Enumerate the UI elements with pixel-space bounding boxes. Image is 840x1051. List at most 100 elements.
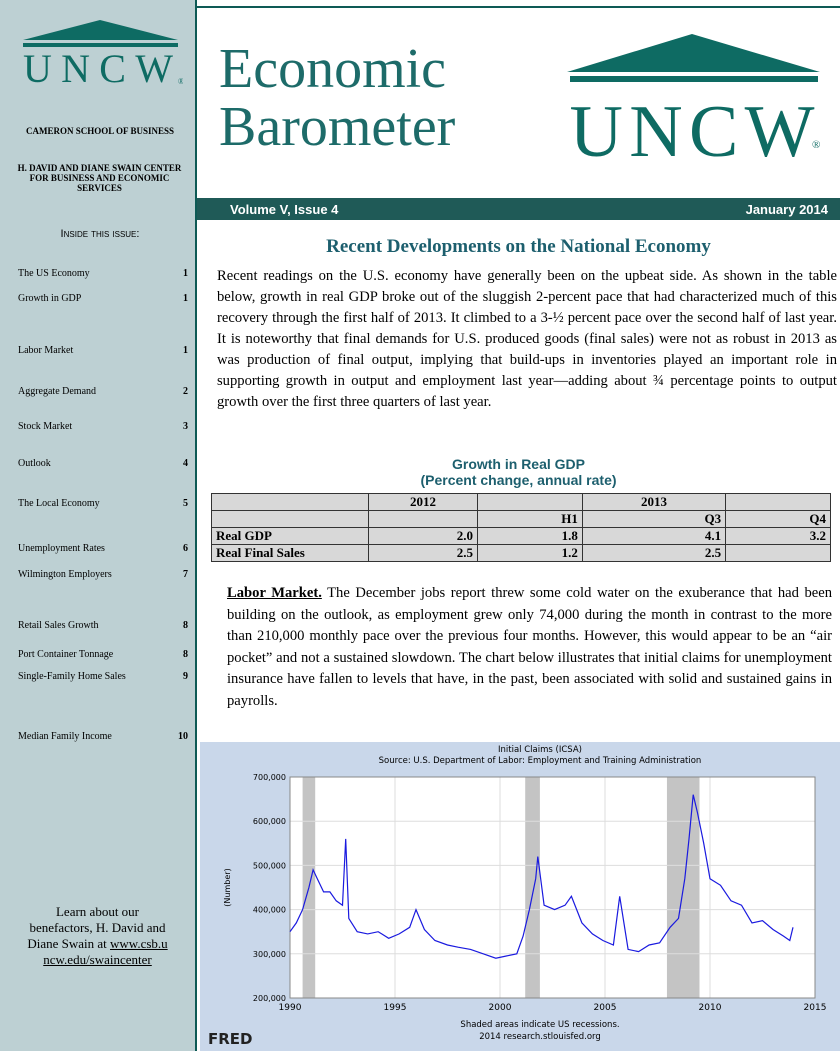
plot-frame (289, 776, 816, 999)
toc-page: 1 (183, 293, 188, 304)
row-label: Real Final Sales (211, 544, 369, 562)
chart-subtitle: Source: U.S. Department of Labor: Employ… (379, 756, 702, 766)
toc-item: Unemployment Rates 6 (18, 543, 188, 554)
x-tick-label: 1995 (384, 1003, 407, 1013)
table-title-text: Growth in Real GDP (451, 456, 585, 472)
link[interactable]: www.csb.uncw.edu/swaincenter (43, 936, 168, 967)
cell: 2.5 (368, 544, 478, 562)
issue-band: Volume V, Issue 4 January 2014 (197, 198, 840, 220)
paragraph: Labor Market. The December jobs report t… (227, 583, 832, 712)
toc-title: The US Economy (18, 268, 90, 279)
toc-title: Growth in GDP (18, 293, 82, 304)
cell (725, 544, 831, 562)
toc-page: 9 (183, 671, 188, 682)
cell: 4.1 (581, 527, 727, 545)
divider (195, 0, 197, 1051)
center: H. DAVID AND DIANE SWAIN CENTER FOR BUSI… (17, 163, 182, 193)
toc-title: Outlook (18, 458, 51, 469)
toc-item: Stock Market 3 (18, 421, 188, 432)
paragraph: Recent readings on the U.S. economy have… (217, 268, 837, 410)
inside-label: Inside this issue: (60, 228, 140, 240)
toc-title: Wilmington Employers (18, 569, 112, 580)
table-title: Growth in Real GDP (Percent change, annua… (197, 456, 840, 488)
cell (211, 510, 369, 528)
title: Economic Barometer (219, 40, 455, 156)
toc-item: Aggregate Demand 2 (18, 386, 188, 397)
logo-mark: ® (178, 77, 183, 86)
cell: 1.8 (477, 527, 583, 545)
toc-title: Labor Market (18, 345, 74, 356)
x-tick-label: 1990 (279, 1003, 302, 1013)
cell: 2.0 (368, 527, 478, 545)
table-row: Real Final Sales 2.5 1.2 2.5 (211, 544, 831, 562)
toc-page: 5 (183, 498, 188, 509)
header-logo: UNCW ® (567, 34, 820, 165)
toc-page: 2 (183, 386, 188, 397)
toc-item: Wilmington Employers 7 (18, 569, 188, 580)
credit: 2014 research.stlouisfed.org (479, 1032, 601, 1042)
sidebar-logo: UNCW ® (23, 20, 183, 91)
gdp-table: 2012 2013 H1 Q3 Q4 Real GDP 2.0 1.8 4.1 3.2 Real… (211, 493, 831, 562)
toc-page: 8 (183, 620, 188, 631)
volume: Volume V, Issue 4 (230, 202, 339, 217)
logo-mark: ® (812, 139, 820, 151)
toc-title: Median Family Income (18, 731, 112, 742)
benefactor: Learn about our benefactors, H. David an… (25, 904, 170, 968)
heading: Recent Developments on the National Econ… (326, 236, 711, 257)
toc-item: Labor Market 1 (18, 345, 188, 356)
x-tick-label: 2000 (489, 1003, 512, 1013)
toc-item: Outlook 4 (18, 458, 188, 469)
toc-item: The Local Economy 5 (18, 498, 188, 509)
toc-title: Port Container Tonnage (18, 649, 114, 660)
sidebar: UNCW ® CAMERON SCHOOL OF BUSINESS H. DAV… (0, 0, 195, 1051)
toc-item: Growth in GDP 1 (18, 293, 188, 304)
table-row: H1 Q3 Q4 (211, 510, 831, 528)
cell (211, 493, 369, 511)
cell: 2012 (368, 493, 478, 511)
benefactor-text: Learn about our benefactors, H. David an… (27, 904, 166, 951)
date: January 2014 (745, 202, 828, 217)
toc-page: 6 (183, 543, 188, 554)
title-line: Barometer (219, 96, 456, 158)
lead: Labor Market. (227, 585, 322, 601)
toc-item: The US Economy 1 (18, 268, 188, 279)
y-tick-label: 400,000 (253, 906, 286, 915)
table-subtitle: (Percent change, annual rate) (420, 472, 617, 488)
note: Shaded areas indicate US recessions. (460, 1020, 619, 1030)
y-tick-label: 500,000 (253, 861, 286, 870)
row-label: Real GDP (211, 527, 369, 545)
x-tick-label: 2015 (804, 1003, 827, 1013)
logo-bar (570, 76, 818, 82)
x-tick-label: 2010 (699, 1003, 722, 1013)
toc-item: Median Family Income 10 (18, 731, 188, 742)
school: CAMERON SCHOOL OF BUSINESS (26, 126, 174, 136)
cell: 3.2 (725, 527, 831, 545)
fred-logo: FRED (208, 1030, 253, 1048)
cell: 2013 (581, 493, 727, 511)
line (289, 794, 794, 959)
x-tick-label: 2005 (594, 1003, 617, 1013)
cell: 1.2 (477, 544, 583, 562)
y-tick-label: 600,000 (253, 817, 286, 826)
main: Economic Barometer UNCW ® Volume V, Issue… (197, 0, 840, 1051)
table-row: 2012 2013 (211, 493, 831, 511)
toc-title: Retail Sales Growth (18, 620, 99, 631)
logo-bar (23, 43, 178, 47)
cell (477, 493, 583, 511)
toc-title: Unemployment Rates (18, 543, 105, 554)
toc-title: The Local Economy (18, 498, 100, 509)
y-label: (Number) (223, 868, 232, 906)
y-tick-label: 300,000 (253, 950, 286, 959)
cell: 2.5 (581, 544, 727, 562)
toc-title: Aggregate Demand (18, 386, 97, 397)
toc-page: 4 (183, 458, 188, 469)
title-line: Economic (219, 38, 447, 100)
logo-text: UNCW (570, 91, 815, 165)
toc-page: 1 (183, 345, 188, 356)
cell (725, 493, 831, 511)
chart: 200,000 300,000 400,000 500,000 600,000 700,0… (200, 742, 840, 1051)
toc-page: 3 (183, 421, 188, 432)
y-tick-label: 200,000 (253, 994, 286, 1003)
table-row: Real GDP 2.0 1.8 4.1 3.2 (211, 527, 831, 545)
toc-page: 10 (178, 731, 188, 742)
